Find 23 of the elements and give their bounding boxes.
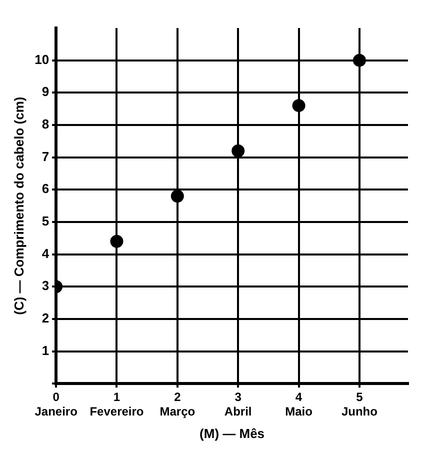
y-tick-label: 5: [42, 214, 50, 229]
y-tick-label: 1: [42, 342, 50, 358]
x-tick-label: 5 Junho: [341, 390, 378, 419]
x-tick-label: 0 Janeiro: [34, 390, 78, 419]
x-axis-title: (M) — Mês: [200, 426, 265, 441]
point: [292, 99, 306, 112]
y-tick-label: 7: [42, 148, 50, 164]
y-tick-label: 4: [42, 246, 50, 261]
point: [170, 190, 184, 203]
point: [232, 144, 245, 158]
y-tick-label: 10: [34, 52, 50, 67]
y-tick-label: 8: [42, 116, 50, 132]
y-tick-label: 6: [42, 181, 50, 196]
y-tick-label: 9: [42, 84, 50, 100]
point: [352, 54, 366, 67]
x-tick-label: 2 Março: [160, 390, 196, 419]
point: [110, 234, 124, 248]
x-tick-label: 4 Maio: [285, 390, 312, 419]
x-tick-label: 1 Fevereiro: [90, 390, 144, 419]
y-tick-label: 3: [42, 278, 50, 294]
x-tick-label: 3 Abril: [224, 390, 252, 419]
y-tick-label: 2: [42, 310, 50, 326]
y-axis-title: (C) — Comprimento do cabelo (cm): [11, 96, 26, 315]
